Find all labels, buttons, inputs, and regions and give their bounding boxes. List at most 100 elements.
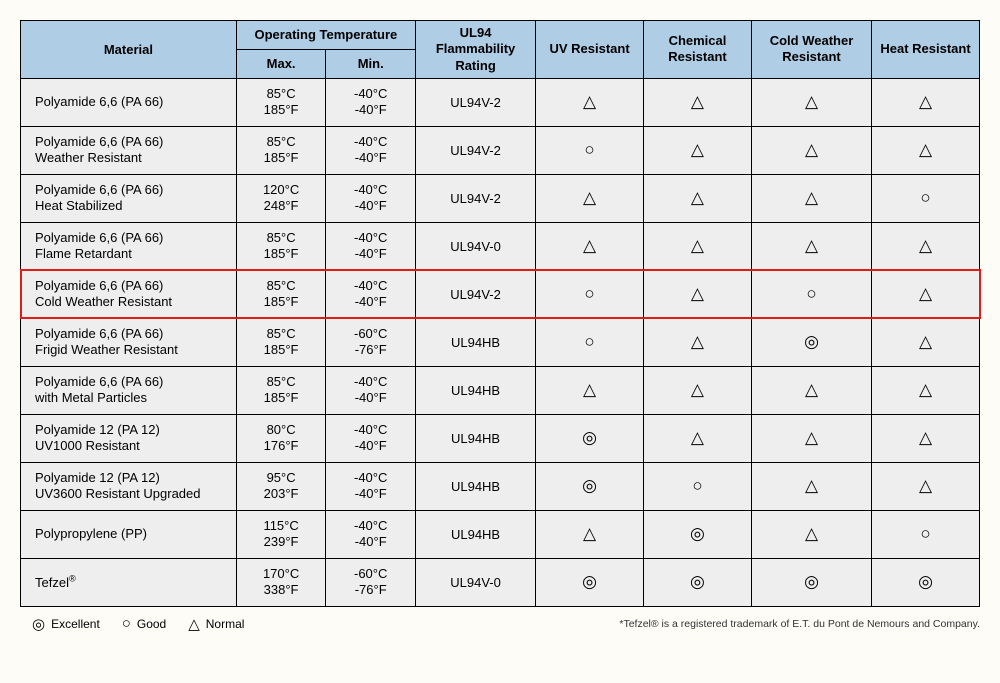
col-uv: UV Resistant bbox=[536, 21, 644, 79]
cell-temp-min: -40°C-40°F bbox=[326, 366, 416, 414]
cell-heat: ◎ bbox=[872, 558, 980, 606]
cell-ul94: UL94HB bbox=[415, 414, 535, 462]
cell-uv: △ bbox=[536, 222, 644, 270]
col-heat: Heat Resistant bbox=[872, 21, 980, 79]
cell-heat: △ bbox=[872, 462, 980, 510]
cell-material: Polyamide 6,6 (PA 66)Frigid Weather Resi… bbox=[21, 318, 237, 366]
cell-uv: △ bbox=[536, 366, 644, 414]
cell-chem: △ bbox=[644, 270, 752, 318]
cell-cold: △ bbox=[751, 414, 871, 462]
cell-material: Polypropylene (PP) bbox=[21, 510, 237, 558]
cell-cold: ◎ bbox=[751, 558, 871, 606]
table-row: Polyamide 6,6 (PA 66)with Metal Particle… bbox=[21, 366, 980, 414]
cell-chem: ○ bbox=[644, 462, 752, 510]
col-cold: Cold Weather Resistant bbox=[751, 21, 871, 79]
cell-ul94: UL94HB bbox=[415, 462, 535, 510]
cell-temp-max: 85°C185°F bbox=[236, 78, 326, 126]
cell-material: Polyamide 6,6 (PA 66)Cold Weather Resist… bbox=[21, 270, 237, 318]
legend: ◎ Excellent ○Good △Normal *Tefzel® is a r… bbox=[20, 615, 980, 633]
cell-heat: △ bbox=[872, 414, 980, 462]
footnote: *Tefzel® is a registered trademark of E.… bbox=[619, 618, 980, 630]
cell-material: Polyamide 6,6 (PA 66)with Metal Particle… bbox=[21, 366, 237, 414]
cell-uv: ○ bbox=[536, 270, 644, 318]
col-chemical-label: Chemical Resistant bbox=[668, 33, 727, 64]
material-properties-table: Material Operating Temperature UL94 Flam… bbox=[20, 20, 980, 607]
cell-chem: △ bbox=[644, 414, 752, 462]
cell-ul94: UL94HB bbox=[415, 510, 535, 558]
legend-left: ◎ Excellent ○Good △Normal bbox=[20, 615, 244, 633]
cell-heat: △ bbox=[872, 222, 980, 270]
col-material: Material bbox=[21, 21, 237, 79]
excellent-icon: ◎ bbox=[32, 615, 45, 633]
cell-ul94: UL94V-0 bbox=[415, 222, 535, 270]
cell-uv: ◎ bbox=[536, 558, 644, 606]
cell-cold: ◎ bbox=[751, 318, 871, 366]
cell-temp-max: 85°C185°F bbox=[236, 222, 326, 270]
cell-heat: △ bbox=[872, 270, 980, 318]
cell-temp-max: 95°C203°F bbox=[236, 462, 326, 510]
cell-ul94: UL94V-2 bbox=[415, 78, 535, 126]
cell-cold: △ bbox=[751, 174, 871, 222]
cell-chem: △ bbox=[644, 222, 752, 270]
cell-heat: △ bbox=[872, 366, 980, 414]
table-row: Polyamide 6,6 (PA 66)Weather Resistant85… bbox=[21, 126, 980, 174]
cell-cold: △ bbox=[751, 366, 871, 414]
legend-good: ○Good bbox=[122, 615, 166, 632]
cell-ul94: UL94HB bbox=[415, 366, 535, 414]
table-row: Tefzel®170°C338°F-60°C-76°FUL94V-0◎◎◎◎ bbox=[21, 558, 980, 606]
cell-temp-min: -60°C-76°F bbox=[326, 318, 416, 366]
col-ul94: UL94 Flammability Rating bbox=[415, 21, 535, 79]
cell-uv: ○ bbox=[536, 126, 644, 174]
cell-chem: △ bbox=[644, 318, 752, 366]
cell-ul94: UL94V-2 bbox=[415, 126, 535, 174]
cell-chem: △ bbox=[644, 78, 752, 126]
cell-heat: ○ bbox=[872, 510, 980, 558]
cell-uv: △ bbox=[536, 510, 644, 558]
table-row: Polypropylene (PP)115°C239°F-40°C-40°FUL… bbox=[21, 510, 980, 558]
table-row: Polyamide 6,6 (PA 66)Heat Stabilized120°… bbox=[21, 174, 980, 222]
table-row: Polyamide 12 (PA 12)UV3600 Resistant Upg… bbox=[21, 462, 980, 510]
cell-temp-min: -40°C-40°F bbox=[326, 126, 416, 174]
cell-material: Polyamide 6,6 (PA 66) bbox=[21, 78, 237, 126]
cell-ul94: UL94HB bbox=[415, 318, 535, 366]
legend-normal: △Normal bbox=[188, 615, 244, 633]
cell-uv: △ bbox=[536, 174, 644, 222]
material-properties-table-wrap: Material Operating Temperature UL94 Flam… bbox=[20, 20, 980, 607]
cell-temp-max: 80°C176°F bbox=[236, 414, 326, 462]
cell-temp-max: 120°C248°F bbox=[236, 174, 326, 222]
legend-excellent: ◎ Excellent bbox=[32, 615, 100, 633]
legend-normal-label: Normal bbox=[206, 617, 245, 631]
cell-chem: ◎ bbox=[644, 510, 752, 558]
table-row: Polyamide 12 (PA 12)UV1000 Resistant80°C… bbox=[21, 414, 980, 462]
cell-temp-max: 85°C185°F bbox=[236, 318, 326, 366]
cell-heat: △ bbox=[872, 78, 980, 126]
cell-uv: ◎ bbox=[536, 414, 644, 462]
cell-material: Polyamide 6,6 (PA 66)Heat Stabilized bbox=[21, 174, 237, 222]
cell-heat: △ bbox=[872, 126, 980, 174]
cell-temp-min: -40°C-40°F bbox=[326, 414, 416, 462]
col-heat-label: Heat Resistant bbox=[880, 41, 970, 56]
cell-material: Polyamide 12 (PA 12)UV3600 Resistant Upg… bbox=[21, 462, 237, 510]
col-uv-label: UV Resistant bbox=[549, 41, 629, 56]
cell-temp-min: -40°C-40°F bbox=[326, 462, 416, 510]
cell-cold: △ bbox=[751, 222, 871, 270]
cell-cold: ○ bbox=[751, 270, 871, 318]
table-row: Polyamide 6,6 (PA 66)85°C185°F-40°C-40°F… bbox=[21, 78, 980, 126]
cell-temp-min: -60°C-76°F bbox=[326, 558, 416, 606]
cell-cold: △ bbox=[751, 126, 871, 174]
cell-temp-max: 85°C185°F bbox=[236, 366, 326, 414]
table-row: Polyamide 6,6 (PA 66)Frigid Weather Resi… bbox=[21, 318, 980, 366]
cell-uv: ○ bbox=[536, 318, 644, 366]
cell-chem: ◎ bbox=[644, 558, 752, 606]
col-operating-temp: Operating Temperature bbox=[236, 21, 415, 50]
col-cold-label: Cold Weather Resistant bbox=[770, 33, 854, 64]
cell-chem: △ bbox=[644, 126, 752, 174]
cell-heat: △ bbox=[872, 318, 980, 366]
cell-cold: △ bbox=[751, 78, 871, 126]
legend-excellent-label: Excellent bbox=[51, 617, 100, 631]
table-row: Polyamide 6,6 (PA 66)Cold Weather Resist… bbox=[21, 270, 980, 318]
cell-chem: △ bbox=[644, 366, 752, 414]
cell-temp-max: 115°C239°F bbox=[236, 510, 326, 558]
good-icon: ○ bbox=[122, 615, 131, 632]
cell-temp-max: 85°C185°F bbox=[236, 126, 326, 174]
